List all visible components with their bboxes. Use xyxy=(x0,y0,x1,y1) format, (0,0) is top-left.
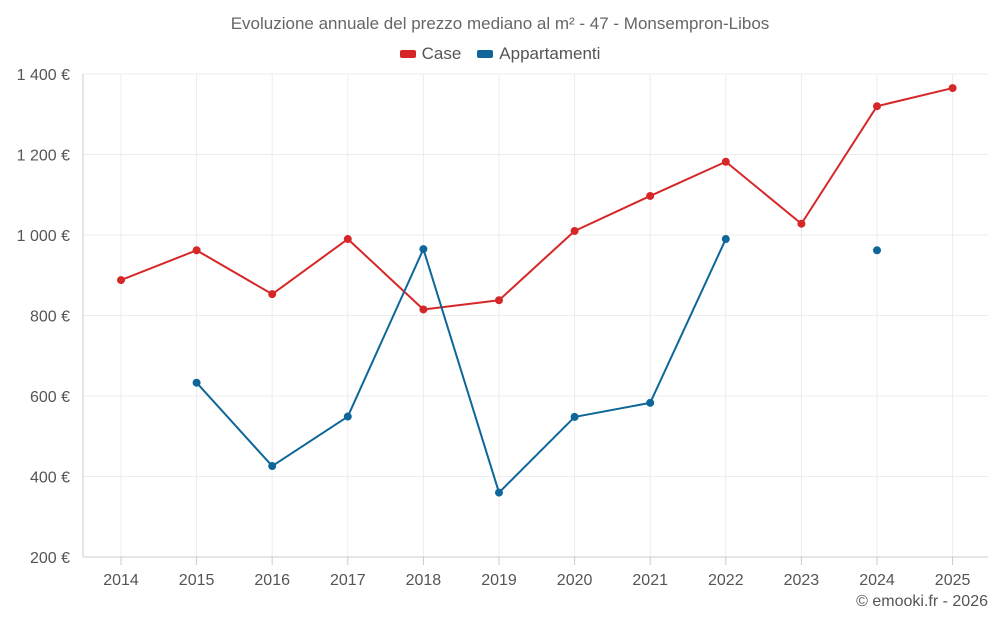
legend-label-appartamenti: Appartamenti xyxy=(499,44,601,63)
y-tick-label: 400 € xyxy=(30,470,70,487)
data-point-case[interactable] xyxy=(873,102,881,111)
x-tick-label: 2022 xyxy=(708,572,744,589)
legend-swatch-appartamenti xyxy=(477,50,494,58)
data-point-appartamenti[interactable] xyxy=(419,245,428,254)
data-point-appartamenti[interactable] xyxy=(646,398,655,407)
series-line-case xyxy=(120,87,953,311)
data-point-case[interactable] xyxy=(570,226,579,235)
x-tick-label: 2024 xyxy=(859,572,895,589)
legend-item-case[interactable]: Case xyxy=(399,44,462,64)
credit-text: © emooki.fr - 2026 xyxy=(856,593,988,610)
x-tick-label: 2025 xyxy=(935,572,971,589)
data-point-case[interactable] xyxy=(797,219,806,228)
y-tick-label: 800 € xyxy=(30,309,70,326)
x-tick-label: 2019 xyxy=(481,572,517,589)
y-tick-label: 1 400 € xyxy=(17,67,70,84)
data-point-appartamenti[interactable] xyxy=(570,412,579,421)
data-point-case[interactable] xyxy=(948,84,957,93)
x-tick-label: 2017 xyxy=(330,572,366,589)
x-tick-label: 2020 xyxy=(557,572,593,589)
y-tick-label: 1 000 € xyxy=(17,228,70,245)
data-point-appartamenti[interactable] xyxy=(268,462,277,471)
data-point-case[interactable] xyxy=(117,276,125,285)
x-tick-label: 2018 xyxy=(406,572,442,589)
data-point-case[interactable] xyxy=(646,191,655,200)
x-tick-label: 2016 xyxy=(254,572,290,589)
legend-label-case: Case xyxy=(421,44,462,63)
data-point-appartamenti[interactable] xyxy=(495,488,503,497)
data-point-appartamenti[interactable] xyxy=(192,378,201,387)
data-point-appartamenti[interactable] xyxy=(721,235,730,244)
x-tick-label: 2023 xyxy=(784,572,820,589)
series-line-appartamenti xyxy=(197,239,877,493)
y-tick-label: 1 200 € xyxy=(17,148,70,165)
data-point-appartamenti[interactable] xyxy=(343,412,352,421)
y-tick-label: 200 € xyxy=(30,550,70,567)
legend-item-appartamenti[interactable]: Appartamenti xyxy=(477,44,600,64)
data-point-case[interactable] xyxy=(721,157,730,166)
data-point-case[interactable] xyxy=(268,290,277,299)
x-tick-label: 2015 xyxy=(179,572,215,589)
x-tick-label: 2014 xyxy=(103,572,139,589)
data-point-case[interactable] xyxy=(495,296,503,305)
data-point-case[interactable] xyxy=(419,305,428,314)
chart-title: Evoluzione annuale del prezzo mediano al… xyxy=(230,14,770,33)
legend-swatch-case xyxy=(399,50,416,58)
data-point-appartamenti[interactable] xyxy=(873,246,881,255)
x-tick-label: 2021 xyxy=(632,572,668,589)
legend: Case Appartamenti xyxy=(0,44,1000,64)
y-tick-label: 600 € xyxy=(30,389,70,406)
data-point-case[interactable] xyxy=(192,246,201,255)
data-point-case[interactable] xyxy=(343,235,352,244)
